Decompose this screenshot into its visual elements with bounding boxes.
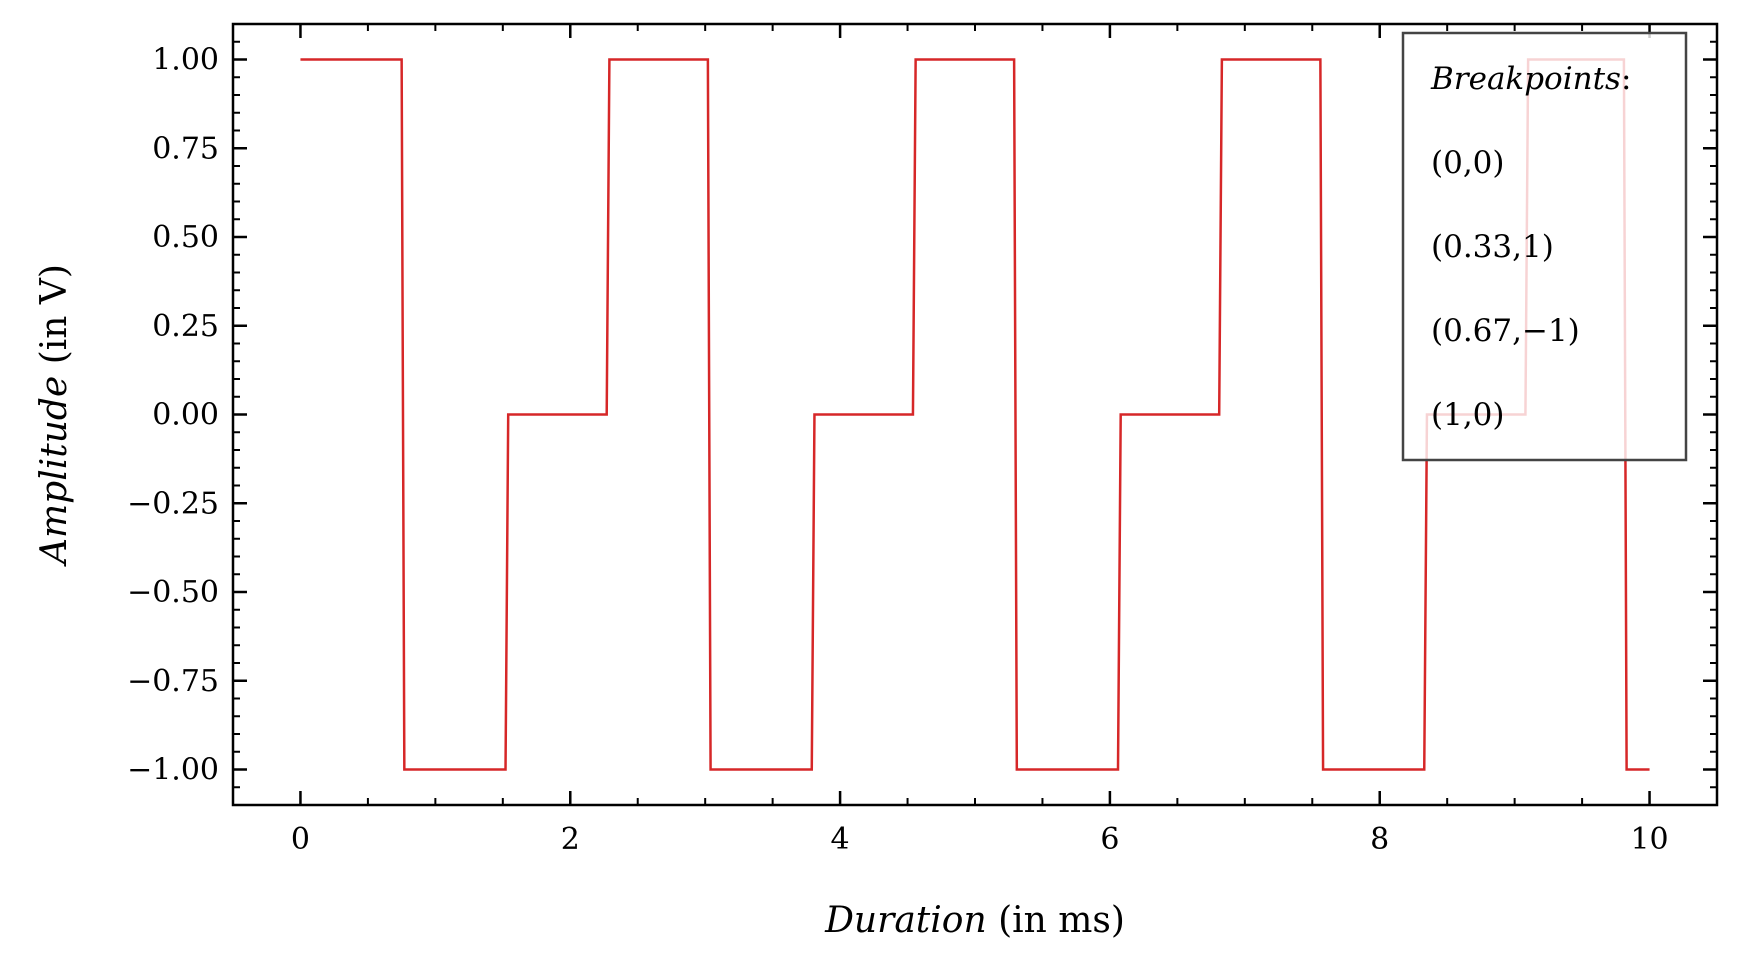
- y-tick-label: 0.00: [152, 398, 219, 433]
- x-tick-label: 10: [1630, 822, 1668, 857]
- y-axis-label-italic: Amplitude: [34, 376, 75, 567]
- y-tick-label: −0.50: [127, 575, 219, 610]
- x-tick-label: 0: [291, 822, 310, 857]
- y-tick-label: −0.75: [127, 664, 219, 699]
- y-axis-label-plain: (in V): [34, 264, 75, 364]
- legend-entry: (0.33,1): [1431, 229, 1554, 265]
- legend-box: [1401, 31, 1688, 462]
- x-axis-label-plain: (in ms): [998, 900, 1125, 941]
- x-tick-label: 6: [1100, 822, 1119, 857]
- x-axis-label-italic: Duration: [824, 900, 987, 941]
- legend-title-text: Breakpoints: [1430, 61, 1621, 97]
- legend-entry: (0.67,−1): [1431, 313, 1580, 349]
- x-axis-label: Duration (in ms): [824, 900, 1125, 941]
- legend-title-suffix: :: [1621, 61, 1631, 97]
- y-tick-label: 1.00: [152, 43, 219, 78]
- legend-entry: (0,0): [1431, 145, 1505, 181]
- y-tick-label: 0.25: [152, 309, 219, 344]
- legend: Breakpoints: (0,0) (0.33,1) (0.67,−1) (1…: [1401, 31, 1688, 462]
- y-tick-label: 0.75: [152, 131, 219, 166]
- y-axis-label: Amplitude (in V): [34, 264, 75, 567]
- plot-frame: [231, 22, 1719, 807]
- ticks-layer: 0 2 4 6 8 10 1.00 0.75 0.50 0.25 0.00 −0.25 −0.50 −0.…: [127, 24, 1718, 857]
- y-tick-label: −0.25: [127, 486, 219, 521]
- x-tick-label: 2: [561, 822, 580, 857]
- y-tick-label: −1.00: [127, 753, 219, 788]
- x-tick-label: 4: [831, 822, 850, 857]
- legend-title: Breakpoints:: [1430, 61, 1631, 97]
- legend-entry: (1,0): [1431, 397, 1505, 433]
- y-tick-label: 0.50: [152, 220, 219, 255]
- x-tick-label: 8: [1370, 822, 1389, 857]
